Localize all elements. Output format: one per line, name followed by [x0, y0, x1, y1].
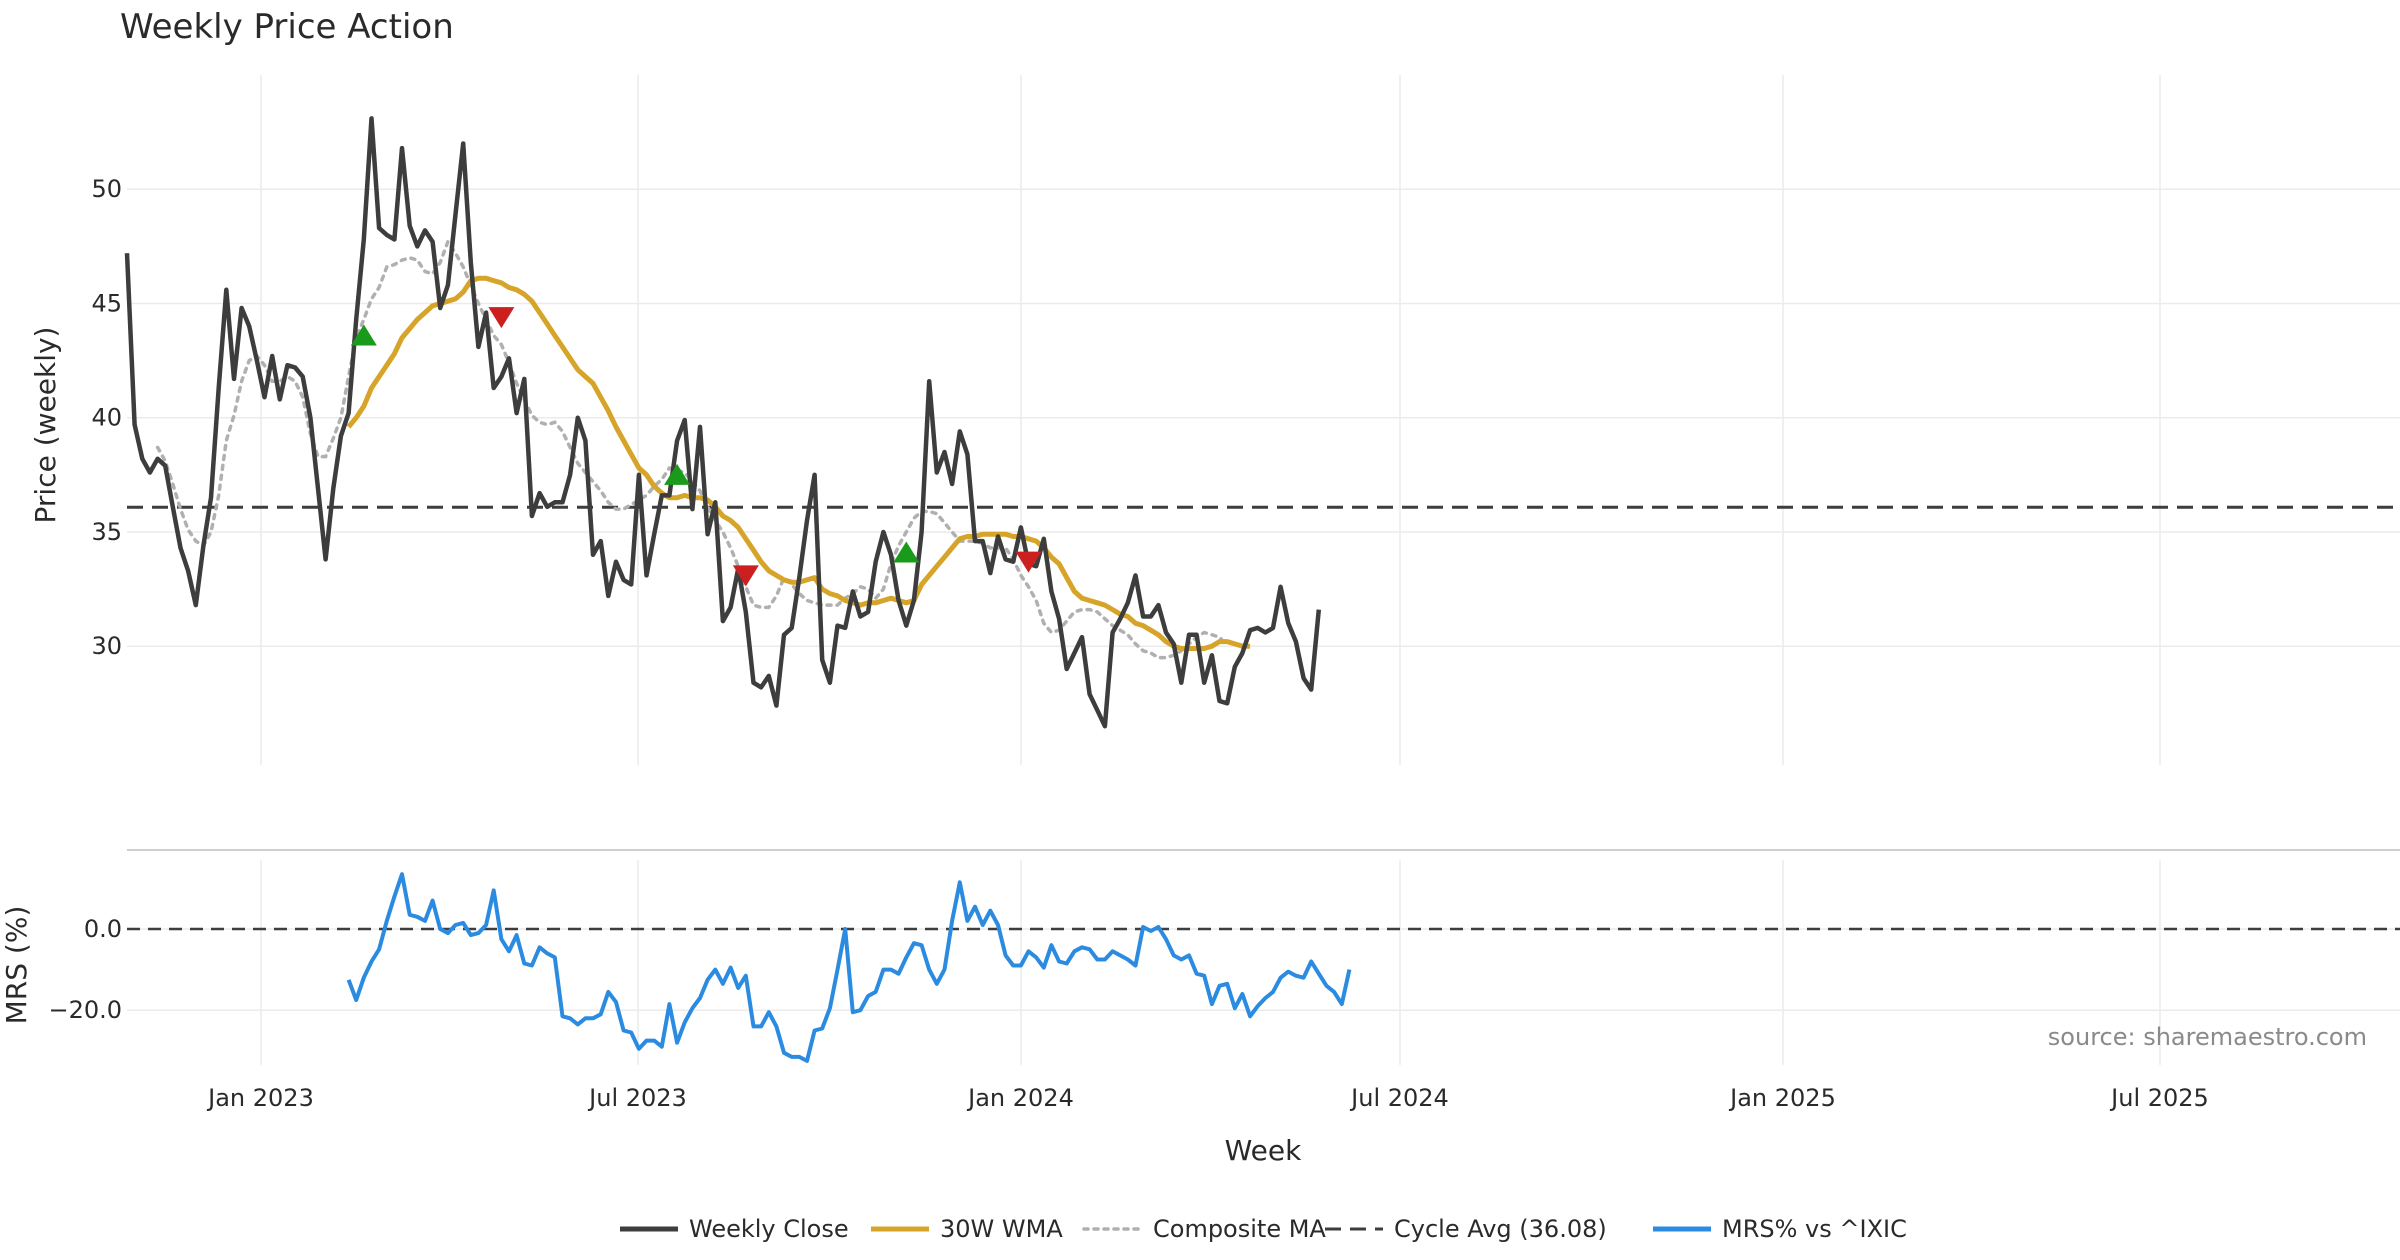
x-axis-label: Week — [1225, 1134, 1302, 1167]
weekly-close-series — [124, 116, 1322, 729]
price-y-axis-label: Price (weekly) — [29, 327, 62, 524]
price-y-tick: 40 — [91, 404, 122, 432]
x-tick: Jan 2024 — [966, 1084, 1074, 1112]
price-y-tick: 45 — [91, 289, 122, 317]
legend-label: Cycle Avg (36.08) — [1394, 1215, 1607, 1243]
mrs-series — [346, 872, 1352, 1063]
legend-label: 30W WMA — [940, 1215, 1063, 1243]
legend: Weekly Close 30W WMA Composite MA Cycle Avg… — [620, 1215, 1907, 1243]
x-tick: Jan 2023 — [206, 1084, 314, 1112]
price-y-axis: 30 35 40 45 50 — [91, 175, 122, 660]
sell-signal-marker — [488, 307, 515, 329]
x-axis: Jan 2023 Jul 2023 Jan 2024 Jul 2024 Jan 2025… — [206, 1084, 2209, 1112]
legend-label: MRS% vs ^IXIC — [1722, 1215, 1907, 1243]
price-y-tick: 30 — [91, 632, 122, 660]
signal-markers — [350, 307, 1042, 587]
x-tick: Jul 2023 — [587, 1084, 687, 1112]
x-tick: Jul 2025 — [2109, 1084, 2209, 1112]
buy-signal-marker — [664, 463, 691, 485]
mrs-panel: 0.0 −20.0 — [48, 860, 2400, 1065]
source-note: source: sharemaestro.com — [2048, 1023, 2367, 1051]
price-panel: 30 35 40 45 50 — [91, 75, 2400, 765]
chart-title: Weekly Price Action — [120, 7, 454, 47]
price-y-tick: 35 — [91, 518, 122, 546]
buy-signal-marker — [350, 324, 377, 346]
sell-signal-marker — [732, 565, 759, 587]
x-tick: Jan 2025 — [1728, 1084, 1836, 1112]
legend-label: Weekly Close — [689, 1215, 849, 1243]
x-tick: Jul 2024 — [1349, 1084, 1449, 1112]
mrs-y-axis-label: MRS (%) — [0, 906, 33, 1025]
buy-signal-marker — [893, 541, 920, 563]
composite-ma-series — [155, 237, 1229, 660]
price-y-tick: 50 — [91, 175, 122, 203]
mrs-y-axis: 0.0 −20.0 — [48, 915, 122, 1024]
price-gridlines — [127, 75, 2400, 765]
legend-label: Composite MA — [1153, 1215, 1326, 1243]
mrs-y-tick: 0.0 — [84, 915, 122, 943]
mrs-y-tick: −20.0 — [48, 996, 122, 1024]
sell-signal-marker — [1015, 551, 1042, 573]
